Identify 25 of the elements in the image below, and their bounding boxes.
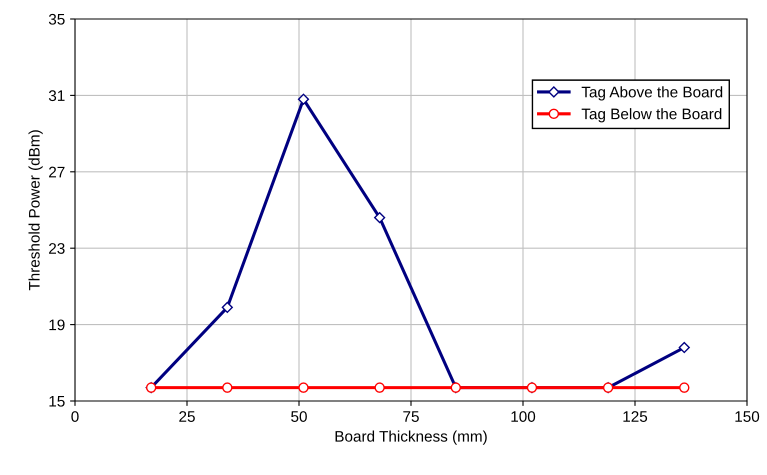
- y-tick-label: 15: [49, 396, 65, 407]
- x-tick-label: 0: [71, 411, 79, 422]
- point: [679, 382, 690, 393]
- x-tick-label: 75: [403, 411, 419, 422]
- x-tick-label: 50: [291, 411, 307, 422]
- legend-label: Tag Below the Board: [582, 108, 722, 122]
- x-tick-label: 150: [735, 411, 760, 422]
- point: [374, 382, 385, 393]
- y-tick-label: 35: [48, 14, 65, 25]
- point: [298, 382, 309, 393]
- point: [374, 212, 386, 224]
- y-tick-label: 23: [49, 243, 65, 254]
- x-axis-title: Board Thickness (mm): [336, 430, 487, 445]
- y-tick-label: 19: [49, 319, 65, 330]
- x-tick-label: 125: [623, 411, 648, 422]
- point: [222, 302, 233, 314]
- legend-label: Tag Above the Board: [582, 86, 722, 100]
- point: [298, 94, 310, 105]
- point: [222, 382, 233, 393]
- point: [678, 342, 690, 354]
- x-tick-label: 100: [511, 411, 536, 422]
- y-tick-label: 27: [49, 166, 65, 178]
- y-tick-label: 31: [48, 90, 65, 102]
- y-axis-title: Threshold Power (dBm): [28, 130, 43, 290]
- x-tick-label: 25: [179, 411, 195, 422]
